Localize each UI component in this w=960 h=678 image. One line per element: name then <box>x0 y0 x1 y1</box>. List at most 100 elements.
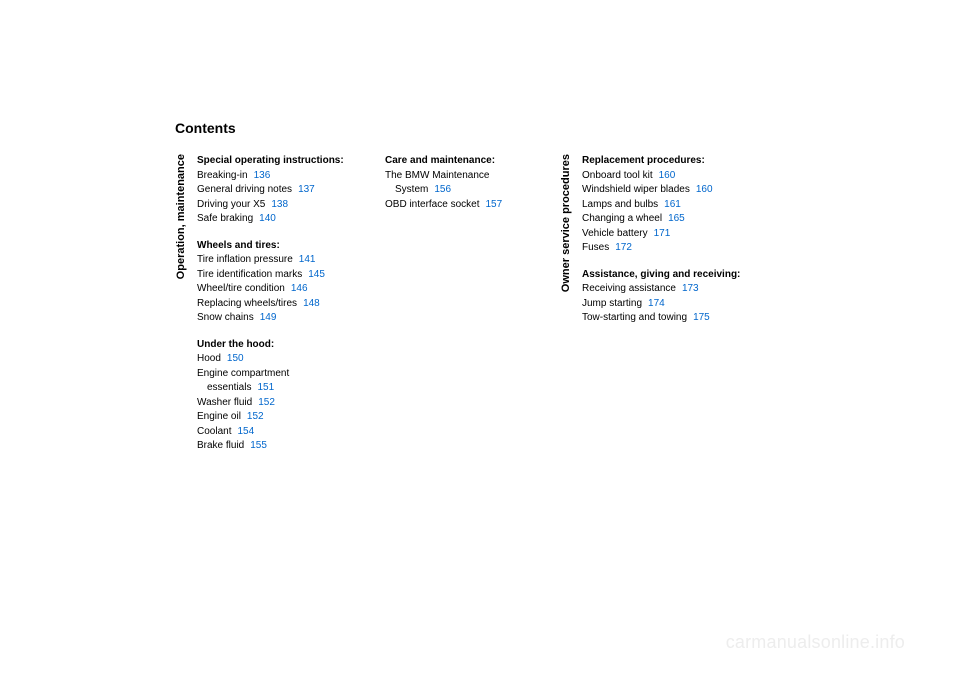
page-link[interactable]: 148 <box>297 298 320 309</box>
label: OBD interface socket <box>385 199 479 210</box>
entry-engine-oil: Engine oil152 <box>197 410 357 425</box>
label: Tow-starting and towing <box>582 312 687 323</box>
page-link[interactable]: 175 <box>687 312 710 323</box>
page-link[interactable]: 136 <box>248 170 271 181</box>
col-body-owner: Replacement procedures: Onboard tool kit… <box>572 154 757 466</box>
column-owner: Owner service procedures Replacement pro… <box>560 154 770 466</box>
group-replacement: Replacement procedures: Onboard tool kit… <box>582 154 757 256</box>
col-body-care: Care and maintenance: The BMW Maintenanc… <box>375 154 545 466</box>
label: General driving notes <box>197 184 292 195</box>
heading-assistance: Assistance, giving and receiving: <box>582 268 757 283</box>
page-link[interactable]: 152 <box>252 397 275 408</box>
heading-under-hood: Under the hood: <box>197 338 357 353</box>
entry-receiving-assistance: Receiving assistance173 <box>582 282 757 297</box>
page-link[interactable]: 151 <box>251 382 274 393</box>
label: Jump starting <box>582 298 642 309</box>
label: Replacing wheels/tires <box>197 298 297 309</box>
entry-driving-x5: Driving your X5138 <box>197 198 357 213</box>
label: Snow chains <box>197 312 254 323</box>
heading-care-maintenance: Care and maintenance: <box>385 154 545 169</box>
label: Changing a wheel <box>582 213 662 224</box>
page-link[interactable]: 154 <box>231 426 254 437</box>
entry-breaking-in: Breaking-in136 <box>197 169 357 184</box>
entry-tire-pressure: Tire inflation pressure141 <box>197 253 357 268</box>
page-link[interactable]: 150 <box>221 353 244 364</box>
label: Engine compartment <box>197 368 289 379</box>
label: Onboard tool kit <box>582 170 653 181</box>
page-link[interactable]: 146 <box>285 283 308 294</box>
page-link[interactable]: 173 <box>676 283 699 294</box>
group-care-maintenance: Care and maintenance: The BMW Maintenanc… <box>385 154 545 212</box>
label: Vehicle battery <box>582 228 648 239</box>
heading-wheels-tires: Wheels and tires: <box>197 239 357 254</box>
page-link[interactable]: 160 <box>653 170 676 181</box>
label: Wheel/tire condition <box>197 283 285 294</box>
entry-wiper-blades: Windshield wiper blades160 <box>582 183 757 198</box>
page-link[interactable]: 137 <box>292 184 315 195</box>
label: Tire inflation pressure <box>197 254 293 265</box>
group-wheels-tires: Wheels and tires: Tire inflation pressur… <box>197 239 357 326</box>
page-link[interactable]: 171 <box>648 228 671 239</box>
page-link[interactable]: 152 <box>241 411 264 422</box>
entry-lamps-bulbs: Lamps and bulbs161 <box>582 198 757 213</box>
entry-jump-starting: Jump starting174 <box>582 297 757 312</box>
label: Engine oil <box>197 411 241 422</box>
label: Brake fluid <box>197 440 244 451</box>
column-operation: Operation, maintenance Special operating… <box>175 154 375 466</box>
entry-vehicle-battery: Vehicle battery171 <box>582 227 757 242</box>
watermark-text: carmanualsonline.info <box>726 632 905 653</box>
page-link[interactable]: 157 <box>479 199 502 210</box>
label: Driving your X5 <box>197 199 265 210</box>
entry-washer-fluid: Washer fluid152 <box>197 396 357 411</box>
page-link[interactable]: 140 <box>253 213 276 224</box>
page-link[interactable]: 156 <box>428 184 451 195</box>
entry-safe-braking: Safe braking140 <box>197 212 357 227</box>
heading-special-operating: Special operating instructions: <box>197 154 357 169</box>
column-care: Care and maintenance: The BMW Maintenanc… <box>375 154 560 466</box>
label: Windshield wiper blades <box>582 184 690 195</box>
vlabel-owner: Owner service procedures <box>560 154 572 294</box>
page-contents: Contents Operation, maintenance Special … <box>175 120 895 466</box>
page-link[interactable]: 149 <box>254 312 277 323</box>
entry-hood: Hood150 <box>197 352 357 367</box>
label: Fuses <box>582 242 609 253</box>
entry-changing-wheel: Changing a wheel165 <box>582 212 757 227</box>
label: Receiving assistance <box>582 283 676 294</box>
page-link[interactable]: 138 <box>265 199 288 210</box>
page-link[interactable]: 155 <box>244 440 267 451</box>
label: Hood <box>197 353 221 364</box>
group-special-operating: Special operating instructions: Breaking… <box>197 154 357 227</box>
page-link[interactable]: 160 <box>690 184 713 195</box>
entry-replacing-wheels: Replacing wheels/tires148 <box>197 297 357 312</box>
entry-tow-starting: Tow-starting and towing175 <box>582 311 757 326</box>
page-title: Contents <box>175 120 895 136</box>
col-body-operation: Special operating instructions: Breaking… <box>187 154 357 466</box>
page-link[interactable]: 174 <box>642 298 665 309</box>
label: Tire identification marks <box>197 269 302 280</box>
label: Coolant <box>197 426 231 437</box>
entry-tire-marks: Tire identification marks145 <box>197 268 357 283</box>
entry-engine-compartment-line1: Engine compartment <box>197 367 357 382</box>
entry-bmw-maintenance-line1: The BMW Maintenance <box>385 169 545 184</box>
entry-general-driving: General driving notes137 <box>197 183 357 198</box>
vlabel-operation: Operation, maintenance <box>175 154 187 281</box>
entry-onboard-tool-kit: Onboard tool kit160 <box>582 169 757 184</box>
page-link[interactable]: 165 <box>662 213 685 224</box>
entry-coolant: Coolant154 <box>197 425 357 440</box>
page-link[interactable]: 145 <box>302 269 325 280</box>
entry-obd-socket: OBD interface socket157 <box>385 198 545 213</box>
label: Safe braking <box>197 213 253 224</box>
entry-bmw-maintenance-line2: System156 <box>385 183 545 198</box>
group-under-hood: Under the hood: Hood150 Engine compartme… <box>197 338 357 454</box>
columns-wrapper: Operation, maintenance Special operating… <box>175 154 895 466</box>
page-link[interactable]: 141 <box>293 254 316 265</box>
label: Washer fluid <box>197 397 252 408</box>
entry-snow-chains: Snow chains149 <box>197 311 357 326</box>
group-assistance: Assistance, giving and receiving: Receiv… <box>582 268 757 326</box>
label: The BMW Maintenance <box>385 170 490 181</box>
label: Lamps and bulbs <box>582 199 658 210</box>
page-link[interactable]: 161 <box>658 199 681 210</box>
label: System <box>395 184 428 195</box>
page-link[interactable]: 172 <box>609 242 632 253</box>
heading-replacement: Replacement procedures: <box>582 154 757 169</box>
